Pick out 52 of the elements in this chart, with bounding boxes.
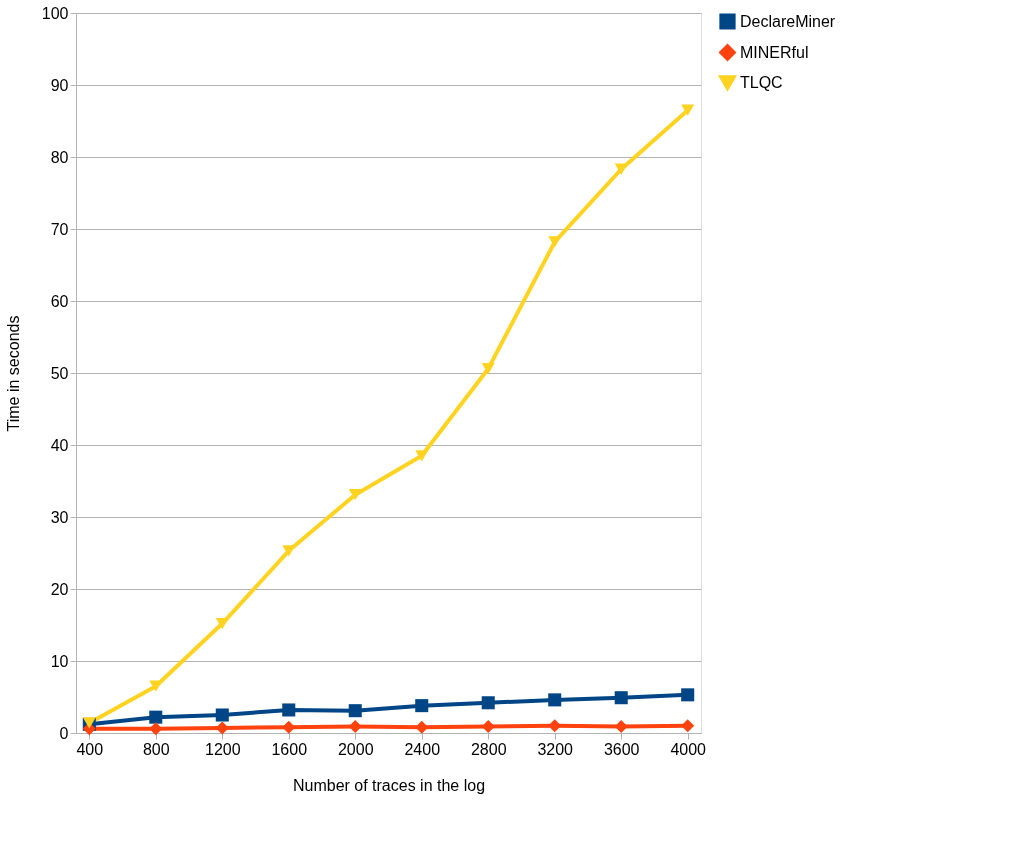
- point: [548, 236, 562, 248]
- y-tick-label: 50: [50, 364, 69, 382]
- point: [614, 163, 628, 175]
- point: [282, 720, 296, 734]
- y-tick-label: 70: [50, 220, 69, 238]
- point: [481, 720, 495, 734]
- x-tick-label: 3200: [537, 740, 574, 758]
- x-tick-label: 2000: [337, 740, 374, 758]
- point: [548, 719, 562, 733]
- point: [149, 710, 163, 724]
- point: [215, 617, 229, 630]
- legend-label: DeclareMiner: [740, 12, 836, 30]
- legend-label: MINERful: [740, 43, 809, 61]
- point: [681, 719, 695, 733]
- point: [415, 699, 429, 713]
- point: [348, 489, 362, 501]
- x-tick-label: 800: [142, 740, 170, 758]
- point: [149, 722, 163, 736]
- x-tick-label: 400: [76, 740, 104, 758]
- x-axis-title: Number of traces in the log: [292, 776, 486, 794]
- y-tick-label: 80: [50, 148, 69, 166]
- point: [614, 720, 628, 734]
- point: [348, 704, 362, 718]
- point: [282, 703, 296, 717]
- x-tick-label: 2800: [470, 740, 507, 758]
- x-tick-label: 3600: [603, 740, 640, 758]
- y-axis-title: Time in seconds: [4, 315, 22, 432]
- point: [614, 691, 628, 705]
- x-tick-label: 4000: [670, 740, 707, 758]
- point: [415, 450, 429, 462]
- legend-label: TLQC: [740, 73, 783, 91]
- y-tick-label: 10: [50, 652, 69, 670]
- x-tick-label: 1200: [204, 740, 241, 758]
- point: [681, 688, 695, 702]
- y-tick-label: 30: [50, 508, 69, 526]
- y-tick-label: 20: [50, 580, 69, 598]
- point: [215, 708, 229, 722]
- y-tick-label: 60: [50, 292, 69, 310]
- y-tick-label: 100: [41, 4, 69, 22]
- point: [481, 363, 495, 375]
- point: [481, 696, 495, 710]
- x-tick-label: 1600: [271, 740, 308, 758]
- point: [348, 720, 362, 734]
- y-tick-label: 90: [50, 76, 69, 94]
- y-tick-label: 40: [50, 436, 69, 454]
- point: [681, 104, 695, 116]
- point: [149, 680, 163, 692]
- x-tick-label: 2400: [404, 740, 441, 758]
- point: [548, 693, 562, 707]
- point: [415, 720, 429, 734]
- point: [215, 721, 229, 735]
- y-tick-label: 0: [59, 724, 69, 742]
